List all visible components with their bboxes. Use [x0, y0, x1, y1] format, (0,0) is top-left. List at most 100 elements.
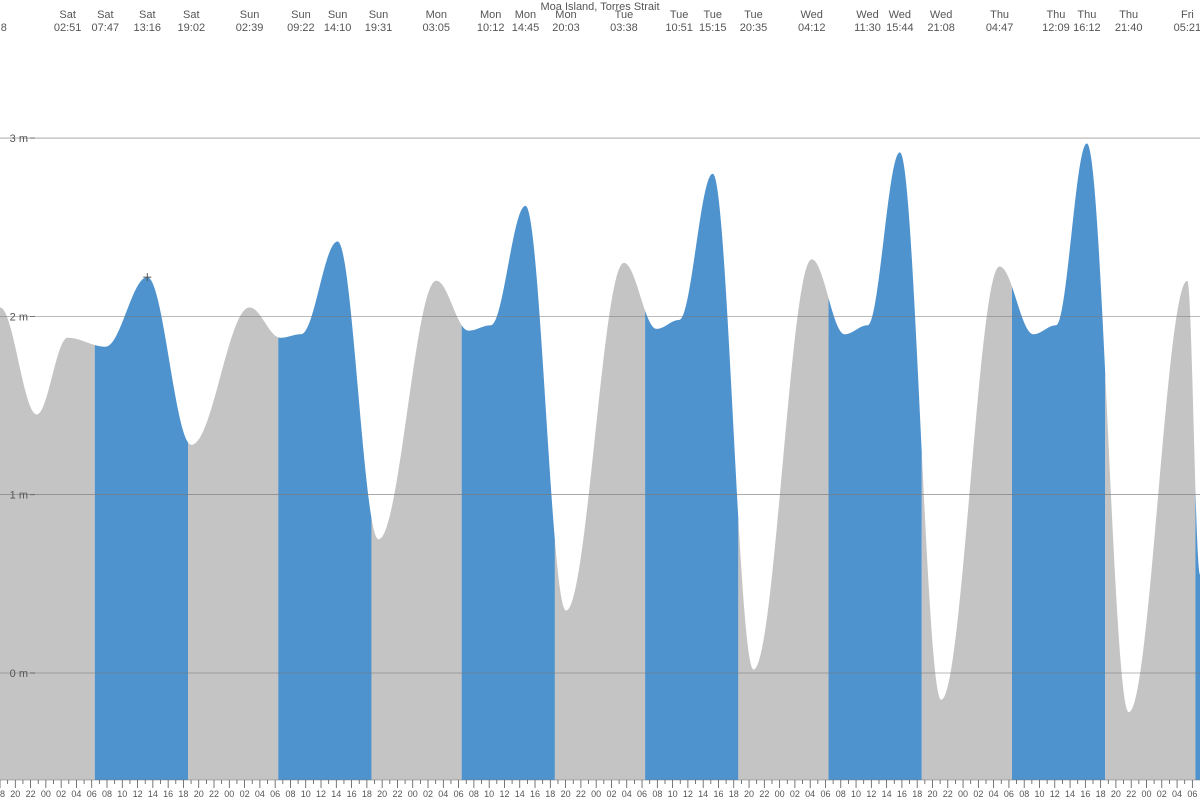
top-time-label: 03:38 [610, 22, 638, 34]
x-tick-label: 20 [744, 789, 754, 799]
x-tick-label: 18 [0, 789, 5, 799]
top-day-label: Sun [328, 9, 348, 21]
tide-area-night [555, 263, 645, 780]
tide-chart-svg: 0 m1 m2 m3 m1820220002040608101214161820… [0, 0, 1200, 800]
tide-area-night [371, 281, 461, 780]
tide-chart: 0 m1 m2 m3 m1820220002040608101214161820… [0, 0, 1200, 800]
top-time-label: 03:05 [423, 22, 451, 34]
x-tick-label: 12 [866, 789, 876, 799]
top-time-label: 04:12 [798, 22, 826, 34]
top-time-label: 10:51 [665, 22, 693, 34]
x-tick-label: 16 [1080, 789, 1090, 799]
x-tick-label: 14 [515, 789, 525, 799]
top-day-label: Tue [703, 9, 722, 21]
x-tick-label: 10 [1034, 789, 1044, 799]
top-time-label: 15:15 [699, 22, 727, 34]
x-tick-label: 10 [484, 789, 494, 799]
top-time-label: 21:40 [1115, 22, 1143, 34]
top-time-label: 02:51 [54, 22, 82, 34]
x-tick-label: 22 [759, 789, 769, 799]
top-time-label: 19:02 [178, 22, 206, 34]
tide-area-day [1012, 143, 1105, 780]
top-day-label: Thu [1077, 9, 1096, 21]
x-tick-label: 00 [224, 789, 234, 799]
x-tick-label: 06 [270, 789, 280, 799]
x-tick-label: 00 [958, 789, 968, 799]
x-tick-label: 22 [392, 789, 402, 799]
x-tick-label: 12 [316, 789, 326, 799]
x-tick-label: 08 [836, 789, 846, 799]
x-tick-label: 22 [576, 789, 586, 799]
top-time-label: 8 [1, 22, 7, 34]
x-tick-label: 04 [71, 789, 81, 799]
x-tick-label: 16 [897, 789, 907, 799]
top-time-label: 20:35 [740, 22, 768, 34]
x-tick-label: 10 [851, 789, 861, 799]
y-tick-label: 0 m [10, 668, 28, 680]
x-tick-label: 06 [820, 789, 830, 799]
x-tick-label: 00 [591, 789, 601, 799]
x-tick-label: 20 [561, 789, 571, 799]
top-time-label: 10:12 [477, 22, 505, 34]
x-tick-label: 10 [668, 789, 678, 799]
x-tick-label: 18 [178, 789, 188, 799]
top-time-label: 07:47 [92, 22, 120, 34]
x-tick-label: 00 [408, 789, 418, 799]
x-tick-label: 20 [1111, 789, 1121, 799]
x-tick-label: 18 [729, 789, 739, 799]
top-day-label: Sat [59, 9, 76, 21]
x-tick-label: 02 [973, 789, 983, 799]
x-tick-label: 10 [301, 789, 311, 799]
top-time-label: 05:21 [1174, 22, 1200, 34]
tide-area-day [95, 277, 188, 780]
x-tick-label: 04 [622, 789, 632, 799]
x-tick-label: 16 [713, 789, 723, 799]
y-tick-label: 2 m [10, 311, 28, 323]
tide-area-day [829, 152, 922, 780]
top-time-label: 14:45 [512, 22, 540, 34]
x-tick-label: 04 [989, 789, 999, 799]
x-tick-label: 08 [652, 789, 662, 799]
x-tick-label: 22 [943, 789, 953, 799]
x-tick-label: 08 [469, 789, 479, 799]
top-day-label: Fri [1181, 9, 1194, 21]
top-time-label: 16:12 [1073, 22, 1101, 34]
top-day-label: Wed [889, 9, 911, 21]
x-tick-label: 12 [1050, 789, 1060, 799]
x-tick-label: 06 [454, 789, 464, 799]
tide-area-day [645, 174, 738, 780]
x-tick-label: 06 [637, 789, 647, 799]
x-tick-label: 18 [1096, 789, 1106, 799]
x-tick-label: 00 [41, 789, 51, 799]
x-tick-label: 00 [775, 789, 785, 799]
x-tick-label: 20 [10, 789, 20, 799]
x-tick-label: 14 [698, 789, 708, 799]
top-day-label: Sat [139, 9, 156, 21]
x-tick-label: 18 [545, 789, 555, 799]
x-tick-label: 06 [1187, 789, 1197, 799]
tide-area-day [1195, 489, 1200, 780]
x-tick-label: 14 [148, 789, 158, 799]
x-tick-label: 20 [377, 789, 387, 799]
x-tick-label: 10 [117, 789, 127, 799]
x-tick-label: 02 [1157, 789, 1167, 799]
x-tick-label: 08 [285, 789, 295, 799]
top-day-label: Mon [426, 9, 447, 21]
x-tick-label: 22 [26, 789, 36, 799]
top-day-label: Mon [515, 9, 536, 21]
top-day-label: Sat [183, 9, 200, 21]
tide-area-night [0, 307, 95, 780]
top-day-label: Wed [930, 9, 952, 21]
top-time-label: 12:09 [1042, 22, 1070, 34]
x-tick-label: 08 [1019, 789, 1029, 799]
x-tick-label: 12 [133, 789, 143, 799]
x-tick-label: 16 [530, 789, 540, 799]
x-tick-label: 04 [255, 789, 265, 799]
x-tick-label: 12 [683, 789, 693, 799]
x-tick-label: 18 [362, 789, 372, 799]
top-day-label: Thu [1046, 9, 1065, 21]
top-day-label: Sun [240, 9, 260, 21]
top-time-label: 02:39 [236, 22, 264, 34]
top-day-label: Sun [369, 9, 389, 21]
top-day-label: Thu [1119, 9, 1138, 21]
